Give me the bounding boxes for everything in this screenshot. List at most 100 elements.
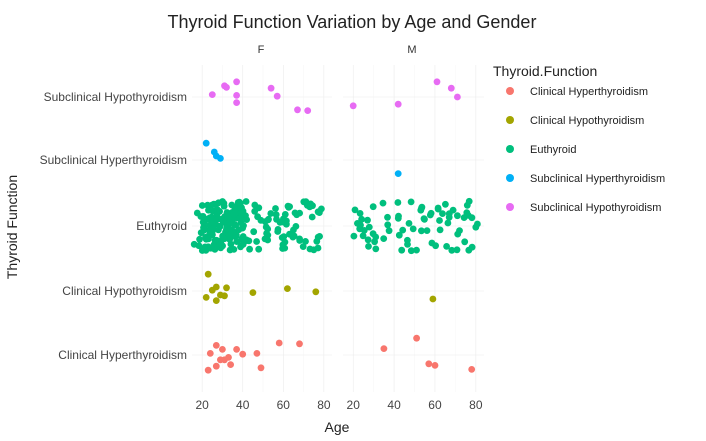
data-point (284, 285, 291, 292)
legend-swatch (506, 174, 514, 182)
data-point (461, 238, 469, 246)
data-point (296, 340, 303, 348)
data-point (243, 237, 250, 245)
data-point (246, 245, 254, 253)
data-point (209, 225, 217, 233)
data-point (465, 246, 473, 254)
data-point (294, 106, 301, 114)
data-point (364, 236, 372, 244)
data-point (218, 215, 225, 223)
data-point (227, 240, 235, 248)
x-tick-label: 40 (387, 398, 401, 412)
data-point (226, 232, 234, 240)
data-point (395, 212, 402, 220)
data-point (372, 233, 380, 241)
data-point (398, 246, 406, 254)
data-point (212, 362, 220, 370)
data-point (220, 202, 228, 210)
data-point (354, 220, 361, 227)
data-point (251, 207, 259, 215)
chart-title: Thyroid Function Variation by Age and Ge… (168, 12, 537, 32)
data-point (223, 284, 230, 292)
data-point (279, 218, 287, 226)
legend-label: Clinical Hyperthyroidism (530, 86, 648, 98)
data-point (369, 203, 377, 211)
data-point (356, 210, 364, 217)
data-point (233, 238, 241, 246)
data-point (230, 210, 238, 218)
data-point (443, 243, 450, 250)
data-point (212, 297, 220, 304)
data-point (264, 225, 272, 233)
data-point (456, 227, 463, 235)
data-point (413, 246, 420, 254)
x-tick-label: 40 (236, 398, 250, 412)
y-axis-title: Thyroid Function (4, 175, 20, 279)
x-tick-label: 60 (277, 398, 291, 412)
data-point (468, 214, 476, 222)
data-point (267, 210, 275, 217)
legend-label: Clinical Hypothyroidism (530, 115, 644, 127)
data-point (253, 238, 260, 245)
data-point (447, 84, 455, 92)
data-point (239, 350, 247, 358)
data-point (454, 212, 461, 220)
data-point (463, 201, 471, 209)
data-point (425, 360, 433, 368)
data-point (197, 213, 205, 220)
data-point (242, 198, 250, 205)
data-point (195, 242, 203, 250)
y-tick-label: Subclinical Hypothyroidism (44, 90, 187, 104)
data-point (202, 139, 210, 147)
data-point (302, 238, 309, 245)
x-tick-label: 80 (317, 398, 331, 412)
data-point (300, 198, 308, 206)
data-point (314, 244, 322, 252)
data-point (299, 243, 307, 251)
data-point (413, 334, 420, 342)
data-point (211, 237, 219, 244)
x-tick-label: 60 (428, 398, 442, 412)
data-point (436, 217, 443, 224)
data-point (286, 203, 293, 211)
data-point (433, 78, 441, 86)
x-tick-label: 20 (195, 398, 209, 412)
data-point (307, 200, 314, 208)
data-point (202, 294, 210, 301)
legend-swatch (506, 116, 514, 124)
data-point (350, 232, 358, 240)
data-point (204, 270, 212, 278)
data-point (359, 232, 367, 240)
data-point (243, 216, 251, 224)
data-point (449, 206, 457, 214)
data-point (306, 245, 314, 253)
data-point (249, 289, 257, 296)
data-point (468, 366, 476, 373)
data-point (395, 231, 403, 239)
y-tick-label: Clinical Hyperthyroidism (58, 348, 187, 362)
data-point (217, 155, 224, 162)
data-point (272, 211, 280, 219)
data-point (296, 237, 304, 244)
data-point (219, 346, 226, 353)
data-point (364, 216, 371, 224)
data-point (206, 350, 214, 357)
data-point (304, 107, 312, 114)
data-point (426, 211, 434, 219)
data-point (201, 243, 209, 251)
data-point (308, 213, 316, 221)
data-point (232, 221, 240, 229)
data-point (399, 226, 407, 234)
y-tick-label: Subclinical Hyperthyroidism (40, 153, 187, 167)
data-point (233, 99, 241, 106)
legend-items: Clinical Hyperthyroidism Clinical Hypothy… (506, 86, 665, 214)
data-point (198, 202, 206, 209)
data-point (316, 233, 323, 240)
data-point (204, 366, 212, 374)
data-point (349, 102, 357, 110)
data-point (205, 235, 212, 243)
data-point (394, 199, 402, 206)
legend-label: Euthyroid (530, 144, 576, 156)
data-point (423, 227, 431, 235)
legend-title: Thyroid.Function (493, 63, 597, 79)
